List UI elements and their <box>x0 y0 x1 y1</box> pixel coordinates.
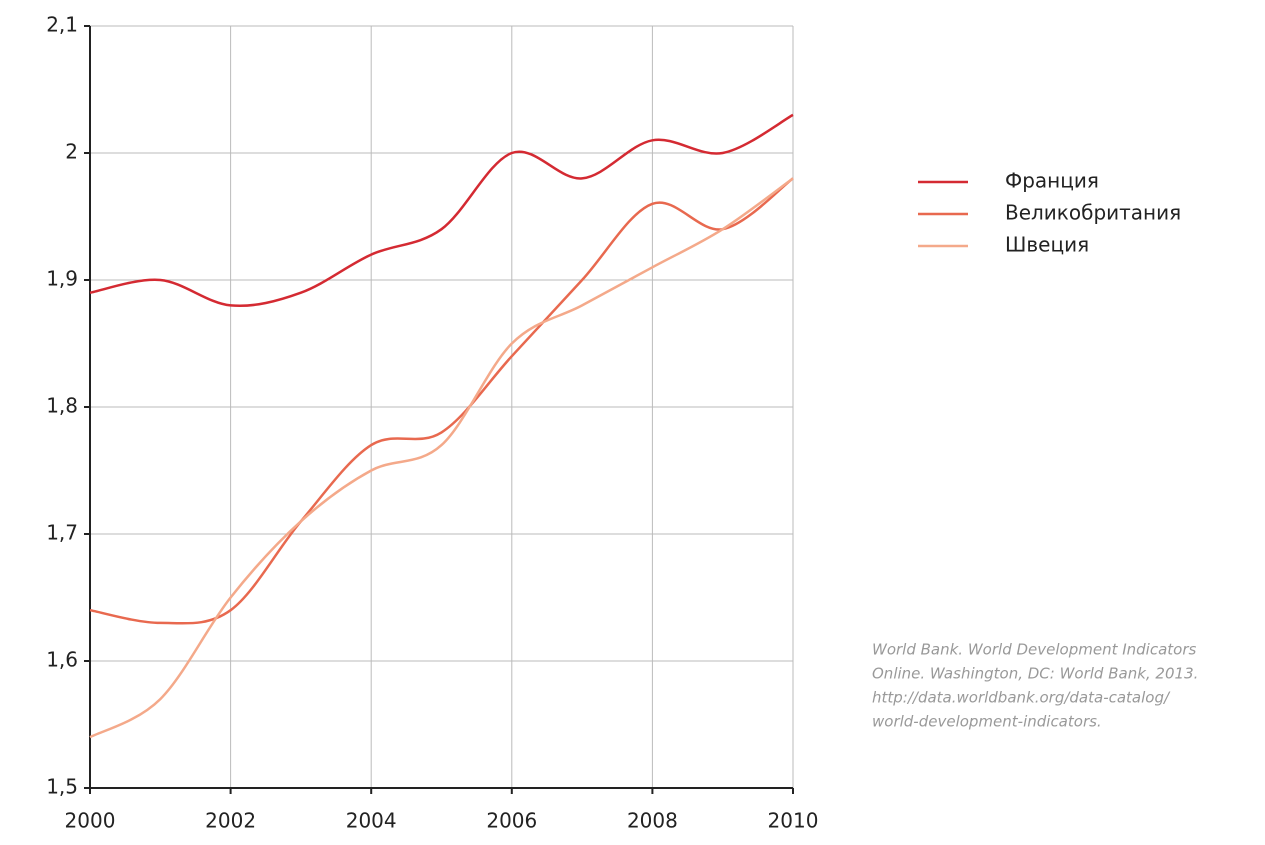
source-note: world-development-indicators. <box>872 713 1102 731</box>
x-tick-label: 2008 <box>627 809 678 833</box>
x-tick-label: 2002 <box>205 809 256 833</box>
y-tick-label: 1,9 <box>46 267 78 291</box>
source-note: World Bank. World Development Indicators <box>872 641 1197 659</box>
legend-label: Великобритания <box>1005 201 1181 225</box>
legend-label: Швеция <box>1005 233 1089 257</box>
x-tick-label: 2006 <box>486 809 537 833</box>
x-tick-label: 2004 <box>346 809 397 833</box>
legend-label: Франция <box>1005 169 1099 193</box>
y-tick-label: 2 <box>65 140 78 164</box>
x-tick-label: 2010 <box>768 809 819 833</box>
line-series <box>89 177 794 625</box>
source-note: Online. Washington, DC: World Bank, 2013… <box>872 665 1198 683</box>
y-tick-label: 1,7 <box>46 521 78 545</box>
y-tick-label: 1,5 <box>46 775 78 799</box>
x-tick-label: 2000 <box>65 809 116 833</box>
y-tick-label: 1,8 <box>46 394 78 418</box>
y-tick-label: 2,1 <box>46 13 78 37</box>
source-note: http://data.worldbank.org/data-catalog/ <box>872 689 1171 707</box>
line-series <box>89 177 794 739</box>
y-tick-label: 1,6 <box>46 648 78 672</box>
line-series <box>89 113 794 308</box>
